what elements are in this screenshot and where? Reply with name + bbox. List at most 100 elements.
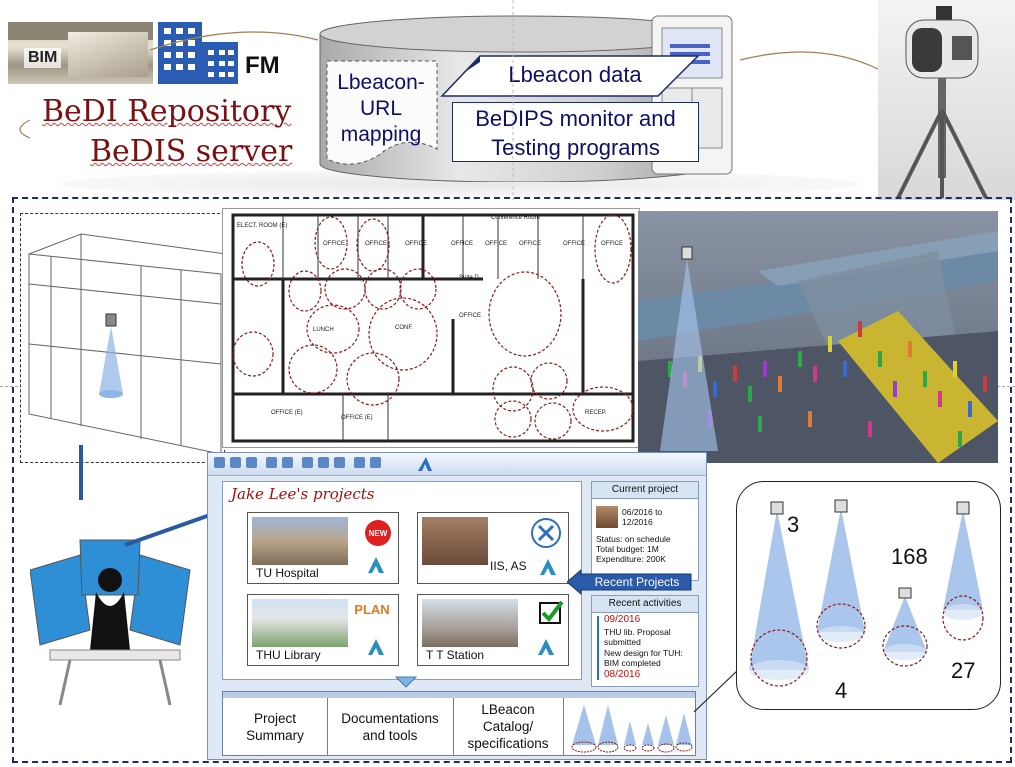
svg-text:PLAN: PLAN — [354, 602, 389, 617]
repository-title-line1: BeDI Repository — [42, 94, 292, 129]
project-card-label: IIS, AS — [490, 559, 527, 573]
current-project-budget: Total budget: 1M — [596, 544, 659, 554]
lbeacon-tripod-photo — [878, 0, 1015, 200]
project-card-tu-hospital[interactable]: TU Hospital NEW — [247, 512, 399, 584]
deployment-frame — [12, 197, 1012, 763]
camera-icon[interactable] — [354, 457, 365, 468]
new-badge-icon: NEW — [365, 520, 391, 546]
lbeacon-data-label: Lbeacon data — [508, 62, 642, 87]
forward-icon[interactable] — [230, 457, 241, 468]
activity-item: New design for TUH: BIM completed — [604, 648, 683, 668]
edit-icon[interactable] — [266, 457, 277, 468]
coverage-callout: 3 168 4 27 — [736, 481, 1001, 710]
projects-title: Jake Lee's projects — [231, 485, 375, 503]
project-card-label: T T Station — [426, 648, 485, 662]
catalog-label-line1: LBeacon — [481, 702, 535, 717]
monitor-programs-label: BeDIPS monitor and Testing programs — [452, 104, 699, 162]
room-label: OFFICE (E) — [341, 415, 373, 421]
activity-date: 08/2016 — [604, 669, 641, 680]
recent-projects-button[interactable] — [567, 569, 693, 595]
coverage-thumbnail-button[interactable] — [563, 698, 695, 755]
summary-label-line1: Project — [253, 710, 296, 726]
rotate-icon[interactable] — [282, 457, 293, 468]
header-connectors — [19, 0, 881, 200]
operator-workstation-graphic — [30, 539, 191, 706]
project-summary-button[interactable]: Project Summary — [223, 698, 328, 755]
app-toolbar — [208, 453, 706, 476]
current-project-expenditure: Expenditure: 200K — [596, 554, 666, 564]
refresh-icon[interactable] — [246, 457, 257, 468]
svg-text:NEW: NEW — [369, 529, 388, 538]
docs-label-line2: and tools — [362, 727, 418, 743]
coverage-mini-icon — [571, 704, 693, 752]
project-thumbnail — [252, 599, 348, 647]
beacon-count-3: 3 — [787, 512, 800, 537]
repository-title: BeDI Repository BeDIS server — [42, 92, 292, 172]
monitor-label-line2: Testing programs — [491, 135, 660, 160]
room-label: OFFICE — [563, 241, 585, 247]
print-icon[interactable] — [370, 457, 381, 468]
room-label: OFFICE — [405, 241, 427, 247]
project-thumbnail — [422, 599, 518, 647]
activity-date: 09/2016 — [604, 614, 641, 625]
share-icon[interactable] — [318, 457, 329, 468]
catalog-label-line2: Catalog/ — [482, 719, 534, 734]
project-thumbnail — [252, 517, 348, 565]
summary-label-line2: Summary — [246, 727, 304, 743]
building-icon — [158, 22, 238, 84]
back-icon[interactable] — [214, 457, 225, 468]
autodesk-icon — [540, 559, 556, 575]
mail-icon[interactable] — [334, 457, 345, 468]
room-label: OFFICE — [459, 313, 481, 319]
room-label: RECEP. — [585, 410, 607, 416]
project-card-iis-as[interactable]: IIS, AS — [417, 512, 569, 584]
current-project-dates: 06/2016 to 12/2016 — [622, 507, 662, 527]
lbeacon-data-box — [440, 55, 700, 97]
documentations-button[interactable]: Documentations and tools — [327, 698, 454, 755]
recent-projects-label: Recent Projects — [594, 575, 680, 589]
project-thumbnail — [422, 517, 488, 565]
autodesk-icon — [368, 639, 384, 655]
room-label: OFFICE — [485, 241, 507, 247]
bottom-navigation: Project Summary Documentations and tools L… — [222, 691, 696, 756]
recent-activities-panel: Recent activities 09/2016 THU lib. Propo… — [591, 595, 699, 687]
project-card-thu-library[interactable]: THU Library PLAN — [247, 594, 399, 666]
expand-arrow-icon[interactable] — [394, 675, 418, 689]
bim-label: BIM — [24, 48, 62, 68]
building-sketch-panel — [20, 213, 227, 463]
crowd-simulation-view — [638, 211, 998, 463]
room-label: Conference Room — [491, 215, 540, 221]
beacon-coverage-drawing — [749, 499, 984, 687]
current-project-panel: Current project 06/2016 to 12/2016 Statu… — [591, 481, 699, 581]
room-label: OFFICE — [365, 241, 387, 247]
floorplan-panel: ELECT. ROOM (E) OFFICE OFFICE OFFICE OFF… — [222, 208, 640, 448]
current-project-title: Current project — [592, 482, 698, 499]
layers-icon[interactable] — [302, 457, 313, 468]
room-label: LUNCH — [313, 327, 334, 333]
recent-activities-title: Recent activities — [592, 596, 698, 613]
beacon-count-4: 4 — [835, 678, 848, 703]
project-card-tt-station[interactable]: T T Station — [417, 594, 569, 666]
monitor-programs-box — [452, 102, 699, 162]
room-label: OFFICE (E) — [271, 410, 303, 416]
floorplan-drawing: ELECT. ROOM (E) OFFICE OFFICE OFFICE OFF… — [231, 213, 635, 443]
autodesk-logo-icon — [418, 457, 432, 471]
current-project-thumbnail — [596, 506, 618, 528]
mapping-document — [326, 60, 438, 165]
room-label: OFFICE — [323, 241, 345, 247]
beacon-count-27: 27 — [951, 658, 976, 683]
autodesk-icon — [368, 557, 384, 573]
room-label: OFFICE — [601, 241, 623, 247]
room-label: ELECT. ROOM (E) — [237, 223, 287, 229]
facility-management-app: Jake Lee's projects TU Hospital NEW IIS,… — [207, 452, 707, 760]
current-project-status: Status: on schedule — [596, 534, 671, 544]
mapping-label-line1: Lbeacon- — [337, 71, 425, 94]
current-project-details: Status: on schedule Total budget: 1M Exp… — [596, 534, 671, 564]
timeline-bar — [597, 616, 599, 680]
mapping-label: Lbeacon- URL mapping — [327, 70, 435, 148]
lbeacon-catalog-button[interactable]: LBeacon Catalog/specifications — [453, 698, 564, 755]
bim-building-photo: BIM — [8, 22, 153, 84]
mapping-label-line2: URL — [359, 97, 402, 120]
projects-panel: Jake Lee's projects TU Hospital NEW IIS,… — [222, 481, 582, 680]
project-card-label: TU Hospital — [256, 566, 319, 580]
